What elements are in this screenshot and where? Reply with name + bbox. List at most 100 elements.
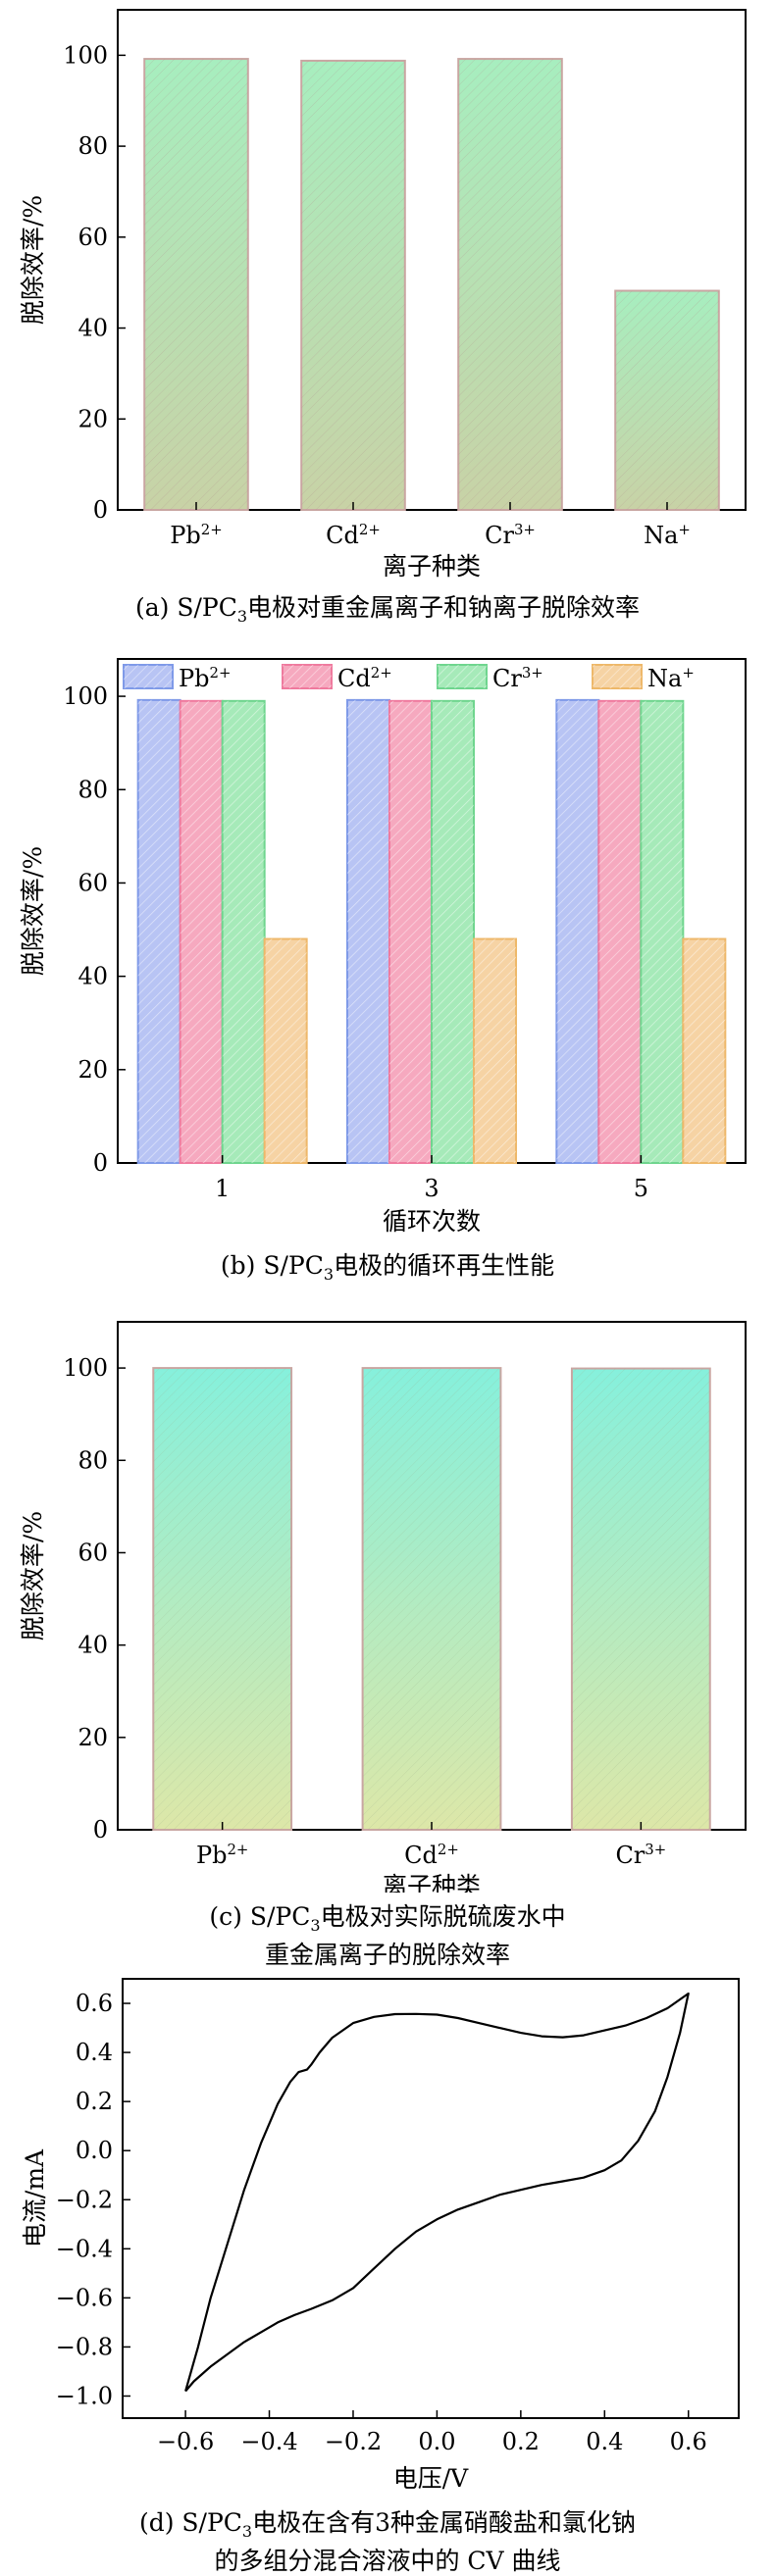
c-bar-hatch bbox=[153, 1368, 292, 1830]
a-xtick-label-na: Na+ bbox=[644, 521, 691, 549]
b-legend-item-cr: Cr3+ bbox=[437, 664, 543, 692]
b-legend-label: Cd2+ bbox=[337, 664, 392, 692]
b-bar-cr-cycle-1 bbox=[221, 699, 266, 1164]
a-xtick-label-pb: Pb2+ bbox=[170, 521, 222, 549]
c-ytick-label: 0 bbox=[93, 1816, 108, 1844]
a-plot-frame bbox=[117, 9, 747, 511]
a-ytick-label: 0 bbox=[93, 496, 108, 524]
d-xtick-label: −0.2 bbox=[325, 2428, 382, 2455]
a-bar-cd bbox=[300, 59, 406, 511]
d-xlabel: 电压/V bbox=[393, 2464, 469, 2493]
b-bar-na-cycle-3 bbox=[473, 937, 517, 1164]
chart-c: 0 20 40 60 80 100 脱除效率/% Pb2+ Cd2+ Cr3+ 离子种类 bbox=[19, 1321, 747, 1893]
b-legend-swatch-hatch bbox=[438, 665, 487, 688]
b-bar-na-cycle-1 bbox=[263, 937, 308, 1164]
b-bar-na-cycle-5 bbox=[682, 937, 727, 1164]
a-bar-hatch bbox=[301, 60, 405, 510]
c-xtick-label-pb: Pb2+ bbox=[196, 1841, 248, 1869]
d-ytick-label: −1.0 bbox=[56, 2382, 113, 2409]
b-ytick-label: 40 bbox=[78, 963, 108, 990]
c-ytick-label: 20 bbox=[78, 1724, 108, 1751]
d-xtick-label: 0.0 bbox=[418, 2428, 455, 2455]
b-legend: Pb2+ Cd2+ Cr3+ Na+ bbox=[123, 664, 695, 692]
d-xtick-label: 0.6 bbox=[670, 2428, 707, 2455]
caption-a: (a) S/PC3电极对重金属离子和钠离子脱除效率 bbox=[134, 593, 641, 626]
b-bar-hatch bbox=[222, 700, 265, 1163]
a-ytick-label: 20 bbox=[78, 405, 108, 432]
d-xtick-label: −0.4 bbox=[240, 2428, 297, 2455]
c-bar-hatch bbox=[571, 1368, 710, 1830]
b-bar-pb-cycle-1 bbox=[136, 698, 181, 1165]
panel-c: 0 20 40 60 80 100 脱除效率/% Pb2+ Cd2+ Cr3+ 离子种类 (c) S… bbox=[0, 1285, 775, 1971]
b-legend-swatch-hatch bbox=[283, 665, 332, 688]
b-bar-cr-cycle-3 bbox=[431, 699, 475, 1164]
b-bar-hatch bbox=[598, 700, 642, 1163]
b-bar-cd-cycle-3 bbox=[388, 699, 433, 1164]
c-xlabel: 离子种类 bbox=[383, 1872, 481, 1893]
c-bar-cr bbox=[570, 1367, 711, 1831]
a-ytick-label: 80 bbox=[78, 132, 108, 160]
b-ytick-label: 100 bbox=[63, 682, 108, 710]
b-bar-hatch bbox=[641, 700, 684, 1163]
b-bar-hatch bbox=[264, 938, 307, 1163]
d-xtick-label: 0.4 bbox=[586, 2428, 623, 2455]
b-bar-hatch bbox=[347, 699, 389, 1163]
b-xtick-label: 3 bbox=[424, 1175, 439, 1202]
caption-d: (d) S/PC3电极在含有3种金属硝酸盐和氯化钠 的多组分混合溶液中的 CV … bbox=[138, 2508, 637, 2575]
chart-a: 0 20 40 60 80 100 脱除效率/% Pb2+ Cd2+ Cr3+ Na+ 离子种类 bbox=[19, 9, 747, 581]
c-ylabel: 脱除效率/% bbox=[19, 1511, 47, 1641]
b-ytick-label: 0 bbox=[93, 1149, 108, 1177]
b-ytick-label: 80 bbox=[78, 776, 108, 803]
b-legend-item-na: Na+ bbox=[592, 664, 695, 692]
b-ytick-label: 60 bbox=[78, 869, 108, 896]
a-bar-na bbox=[614, 289, 720, 512]
d-plot-frame bbox=[122, 1978, 740, 2419]
a-ylabel: 脱除效率/% bbox=[19, 195, 47, 325]
b-bar-hatch bbox=[137, 699, 181, 1163]
d-ytick-label: −0.2 bbox=[56, 2186, 113, 2213]
d-xtick-label: 0.2 bbox=[502, 2428, 540, 2455]
d-ytick-label: −0.6 bbox=[56, 2284, 113, 2311]
c-ytick-label: 40 bbox=[78, 1632, 108, 1659]
c-ytick-label: 80 bbox=[78, 1446, 108, 1474]
a-bar-hatch bbox=[458, 59, 562, 511]
c-xtick-label-cd: Cd2+ bbox=[404, 1841, 459, 1869]
a-xtick-label-cr: Cr3+ bbox=[485, 521, 536, 549]
b-legend-item-cd: Cd2+ bbox=[282, 664, 392, 692]
panel-d: −1.0 −0.8 −0.6 −0.4 −0.2 0.0 0.2 0.4 0.6 −0.6 −0.4… bbox=[0, 1971, 775, 2575]
b-bar-pb-cycle-3 bbox=[346, 698, 390, 1165]
d-ytick-label: 0.2 bbox=[76, 2088, 113, 2115]
d-ytick-label: −0.4 bbox=[56, 2235, 113, 2262]
b-legend-item-pb: Pb2+ bbox=[123, 664, 231, 692]
b-legend-label: Na+ bbox=[647, 664, 695, 692]
b-bar-pb-cycle-5 bbox=[555, 698, 600, 1165]
b-bar-cd-cycle-1 bbox=[179, 699, 224, 1164]
b-bar-hatch bbox=[389, 700, 432, 1163]
d-ylabel: 电流/mA bbox=[21, 2148, 49, 2248]
a-bar-hatch bbox=[615, 290, 719, 510]
caption-c: (c) S/PC3电极对实际脱硫废水中 重金属离子的脱除效率 bbox=[209, 1902, 566, 1969]
a-ytick-label: 100 bbox=[63, 41, 108, 69]
b-bar-hatch bbox=[432, 700, 474, 1163]
d-ytick-label: 0.6 bbox=[76, 1990, 113, 2017]
a-bar-cr bbox=[457, 58, 563, 512]
panel-b: 0 20 40 60 80 100 脱除效率/% 1 3 5 循环次数 Pb2+ Cd2+ Cr3+ Na+… bbox=[0, 647, 775, 1285]
d-ytick-label: −0.8 bbox=[56, 2333, 113, 2360]
b-bar-hatch bbox=[180, 700, 223, 1163]
a-bar-hatch bbox=[144, 59, 248, 511]
b-bar-hatch bbox=[474, 938, 516, 1163]
b-bar-hatch bbox=[556, 699, 599, 1163]
b-legend-swatch-hatch bbox=[124, 665, 173, 688]
a-ytick-label: 60 bbox=[78, 224, 108, 251]
caption-b: (b) S/PC3电极的循环再生性能 bbox=[220, 1251, 555, 1284]
b-xtick-label: 5 bbox=[634, 1175, 648, 1202]
b-xtick-label: 1 bbox=[215, 1175, 230, 1202]
b-bar-cr-cycle-5 bbox=[640, 699, 685, 1164]
a-xlabel: 离子种类 bbox=[383, 552, 481, 581]
d-ytick-label: 0.0 bbox=[76, 2137, 113, 2164]
c-ytick-label: 60 bbox=[78, 1539, 108, 1566]
chart-b: 0 20 40 60 80 100 脱除效率/% 1 3 5 循环次数 Pb2+ Cd2+ Cr3+ Na+ bbox=[19, 658, 747, 1236]
d-ytick-label: 0.4 bbox=[76, 2039, 113, 2066]
a-xtick-label-cd: Cd2+ bbox=[326, 521, 381, 549]
b-legend-label: Pb2+ bbox=[179, 664, 231, 692]
